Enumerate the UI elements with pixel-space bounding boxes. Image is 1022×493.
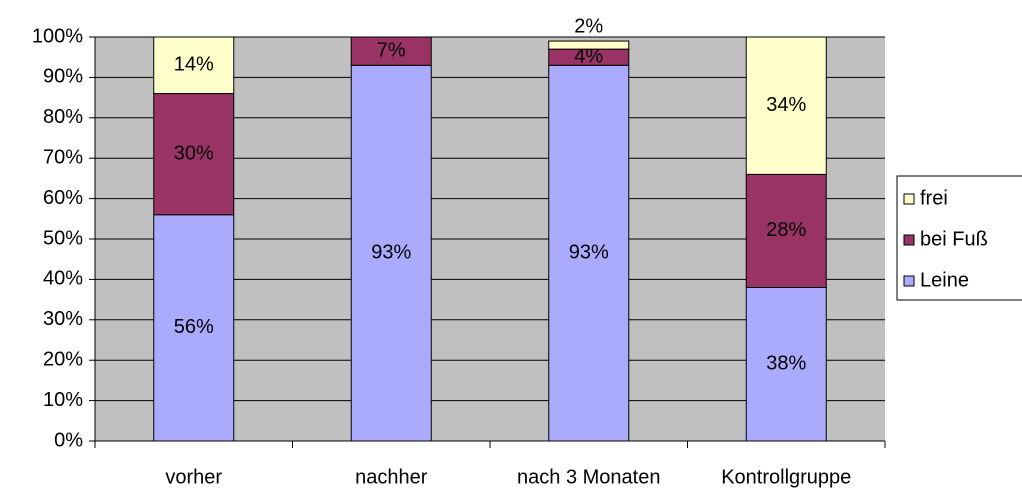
bar-segment (350, 36, 432, 66)
data-label: 56% (174, 316, 214, 338)
bar-segment (548, 64, 630, 442)
data-label: 28% (766, 219, 806, 241)
bar-segment (153, 214, 235, 442)
y-tick-label: 40% (43, 268, 83, 290)
y-tick-label: 20% (43, 348, 83, 370)
x-tick-label: nach 3 Monaten (517, 466, 660, 488)
data-label: 38% (766, 353, 806, 375)
legend-box (896, 175, 1022, 301)
y-tick-label: 80% (43, 106, 83, 128)
legend-label: frei (920, 187, 948, 209)
y-tick-label: 0% (54, 429, 83, 451)
bar-segment (153, 93, 235, 216)
legend-label: bei Fuß (920, 228, 988, 250)
y-tick-label: 60% (43, 187, 83, 209)
y-tick-label: 10% (43, 389, 83, 411)
data-label: 2% (574, 15, 603, 37)
data-label: 14% (174, 54, 214, 76)
data-label: 93% (569, 241, 609, 263)
y-tick-label: 50% (43, 227, 83, 249)
data-label: 34% (766, 94, 806, 116)
data-label: 30% (174, 142, 214, 164)
y-tick-label: 90% (43, 66, 83, 88)
y-tick-label: 70% (43, 146, 83, 168)
data-label: 7% (377, 39, 406, 61)
y-tick-label: 100% (32, 25, 83, 47)
x-tick-label: nachher (355, 466, 428, 488)
legend-swatch (903, 193, 915, 205)
x-tick-label: Kontrollgruppe (721, 466, 851, 488)
bar-segment (548, 40, 630, 50)
legend-swatch (903, 234, 915, 246)
data-label: 4% (574, 45, 603, 67)
y-tick-label: 30% (43, 308, 83, 330)
bar-segment (745, 173, 827, 288)
bar-segment (745, 36, 827, 175)
data-label: 93% (371, 241, 411, 263)
bar-segment (745, 286, 827, 442)
bar-segment (153, 36, 235, 95)
bar-segment (350, 64, 432, 442)
legend-label: Leine (920, 269, 969, 291)
legend-swatch (903, 275, 915, 287)
x-tick-label: vorher (165, 466, 222, 488)
